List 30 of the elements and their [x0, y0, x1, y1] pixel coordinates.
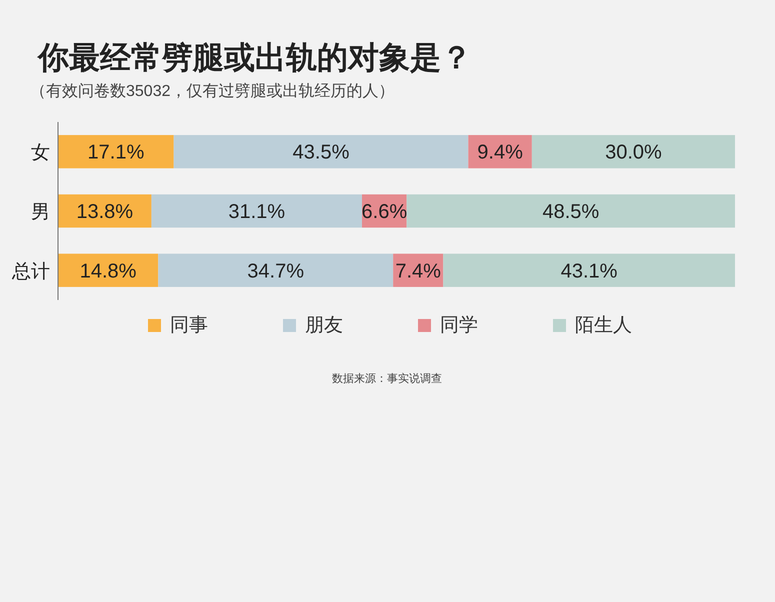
chart-title: 你最经常劈腿或出轨的对象是？	[36, 40, 472, 75]
legend-label: 朋友	[305, 315, 343, 336]
bar	[158, 254, 394, 287]
data-label: 9.4%	[477, 142, 524, 164]
bar	[151, 194, 362, 228]
chart-subtitle: （有效问卷数35032，仅有过劈腿或出轨经历的人）	[30, 82, 394, 100]
data-label: 7.4%	[395, 260, 442, 282]
data-label: 31.1%	[228, 201, 286, 223]
data-label: 48.5%	[542, 201, 600, 223]
data-label: 14.8%	[80, 260, 137, 282]
bar	[443, 254, 735, 287]
data-label: 6.6%	[362, 201, 408, 223]
data-label: 13.8%	[76, 201, 134, 223]
data-label: 17.1%	[88, 142, 144, 164]
bar	[174, 135, 468, 168]
y-tick-label: 女	[31, 142, 50, 164]
y-tick-label: 男	[31, 202, 50, 223]
data-label: 43.1%	[560, 260, 618, 282]
legend-label: 同学	[440, 315, 478, 336]
y-tick-label: 总计	[11, 261, 50, 282]
data-label: 43.5%	[292, 142, 350, 164]
legend-label: 同事	[170, 315, 208, 336]
bar	[406, 194, 735, 228]
data-label: 30.0%	[605, 142, 662, 164]
source-note: 数据来源：事实说调查	[332, 372, 442, 385]
legend-label: 陌生人	[575, 315, 632, 336]
bar	[58, 135, 174, 168]
bar	[532, 135, 735, 168]
data-label: 34.7%	[247, 260, 304, 282]
bar	[58, 254, 158, 287]
